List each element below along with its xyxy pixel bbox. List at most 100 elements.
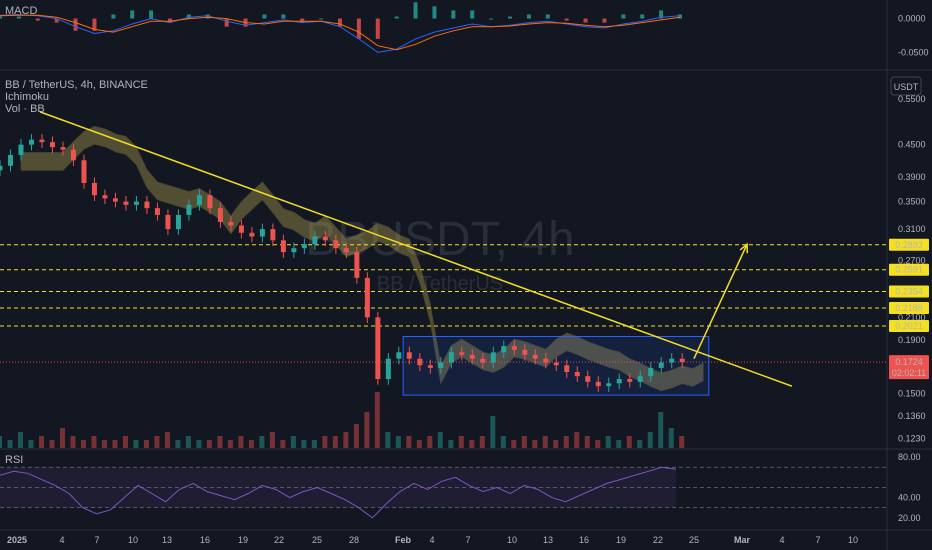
candle-body <box>385 358 391 379</box>
macd-histogram-bar <box>319 18 324 20</box>
volume-bar <box>154 436 160 448</box>
price-axis-tick: 0.3100 <box>898 224 926 234</box>
volume-bar <box>595 440 601 448</box>
rsi-pane <box>0 466 886 519</box>
time-axis-tick: 25 <box>312 535 322 545</box>
price-axis-tick: 0.2100 <box>898 312 926 322</box>
macd-histogram-bar <box>149 10 154 19</box>
time-axis-tick: 13 <box>543 535 553 545</box>
countdown-text: 02:02:11 <box>892 368 926 378</box>
candle-body <box>322 236 328 241</box>
macd-histogram-bar <box>130 10 135 19</box>
candle-body <box>406 352 412 359</box>
volume-legend[interactable]: Vol · BB <box>5 103 45 115</box>
volume-bar <box>647 432 653 448</box>
candle-body <box>291 248 297 253</box>
ichimoku-legend[interactable]: Ichimoku <box>5 91 49 103</box>
candle-body <box>39 139 45 143</box>
price-level-badge-text: 0.2021 <box>895 321 923 331</box>
time-axis-tick: Feb <box>395 535 412 545</box>
macd-histogram-bar <box>111 14 116 19</box>
macd-histogram-bar <box>432 6 437 19</box>
price-axis-tick: 0.1230 <box>898 434 926 444</box>
candle-body <box>679 358 685 363</box>
candle-body <box>7 154 13 166</box>
candle-body <box>574 372 580 377</box>
descending-trendline <box>39 111 793 387</box>
breakout-arrow <box>693 243 748 359</box>
price-level-badge <box>889 263 929 276</box>
rsi-axis-tick: 80.00 <box>898 452 921 462</box>
time-axis-tick: 16 <box>200 535 210 545</box>
volume-bar <box>91 436 97 448</box>
time-axis-tick: 7 <box>465 535 470 545</box>
candle-body <box>133 201 139 205</box>
volume-bar <box>427 436 433 448</box>
macd-histogram-bar <box>54 18 59 23</box>
volume-bar <box>500 436 506 448</box>
time-axis-tick: 19 <box>616 535 626 545</box>
macd-histogram-bar <box>508 16 512 19</box>
macd-histogram-bar <box>545 14 550 19</box>
macd-histogram-bar <box>224 18 229 27</box>
volume-bar <box>290 436 296 448</box>
time-axis-tick: 22 <box>653 535 663 545</box>
volume-bar <box>542 436 548 448</box>
time-axis-tick: 4 <box>779 535 784 545</box>
candle-body <box>637 376 643 382</box>
volume-bar <box>668 428 674 448</box>
candle-body <box>669 358 675 363</box>
time-axis-tick: 4 <box>429 535 434 545</box>
macd-pane-label[interactable]: MACD <box>5 5 37 17</box>
price-level-badge <box>889 285 929 298</box>
volume-bar <box>490 416 496 448</box>
volume-bar <box>637 440 643 448</box>
candle-body <box>280 240 286 253</box>
volume-bar <box>259 436 265 448</box>
macd-histogram-bar <box>300 18 305 23</box>
candle-body <box>553 362 559 366</box>
price-axis-tick: 0.3500 <box>898 197 926 207</box>
macd-histogram-bar <box>678 14 682 19</box>
price-axis-tick: 0.3900 <box>898 172 926 182</box>
candle-body <box>438 362 444 368</box>
symbol-title[interactable]: BB / TetherUS, 4h, BINANCE <box>5 79 148 91</box>
price-level-badge-text: 0.2354 <box>895 286 923 296</box>
rsi-pane-label[interactable]: RSI <box>5 454 23 466</box>
volume-bar <box>311 440 317 448</box>
volume-bar <box>332 436 338 448</box>
macd-histogram-bar <box>0 16 2 19</box>
volume-bar <box>322 436 328 448</box>
candle-body <box>564 365 570 373</box>
candle-body <box>480 358 486 363</box>
time-axis-tick: 10 <box>507 535 517 545</box>
volume-bar <box>343 432 349 448</box>
candle-body <box>501 346 507 353</box>
currency-button-label: USDT <box>894 82 919 92</box>
time-axis-tick: 22 <box>274 535 284 545</box>
candle-body <box>532 354 538 359</box>
macd-histogram-bar <box>356 18 361 39</box>
time-axis-tick: 28 <box>349 535 359 545</box>
price-level-badge <box>889 302 929 315</box>
currency-button[interactable]: USDT <box>890 76 922 96</box>
volume-bar <box>448 440 454 448</box>
volume-bar <box>0 436 2 448</box>
volume-bar <box>532 440 538 448</box>
time-axis-tick: 7 <box>815 535 820 545</box>
candle-body <box>448 352 454 363</box>
price-level-badge <box>889 238 929 251</box>
volume-bar <box>238 436 244 448</box>
macd-histogram-bar <box>470 10 475 19</box>
macd-histogram-bar <box>583 18 588 23</box>
macd-histogram-bar <box>281 14 286 19</box>
axes: 0.0000 -0.0500 0.5500 0.4500 0.3900 0.3500 0.3… <box>7 14 929 545</box>
candle-body <box>658 362 664 368</box>
candle-body <box>186 204 192 215</box>
candle-body <box>396 352 402 359</box>
price-level-badge-text: 0.2893 <box>895 240 923 250</box>
macd-histogram-bar <box>451 10 456 19</box>
candle-body <box>469 354 475 359</box>
time-axis-tick: 25 <box>689 535 699 545</box>
candle-body <box>333 240 339 249</box>
